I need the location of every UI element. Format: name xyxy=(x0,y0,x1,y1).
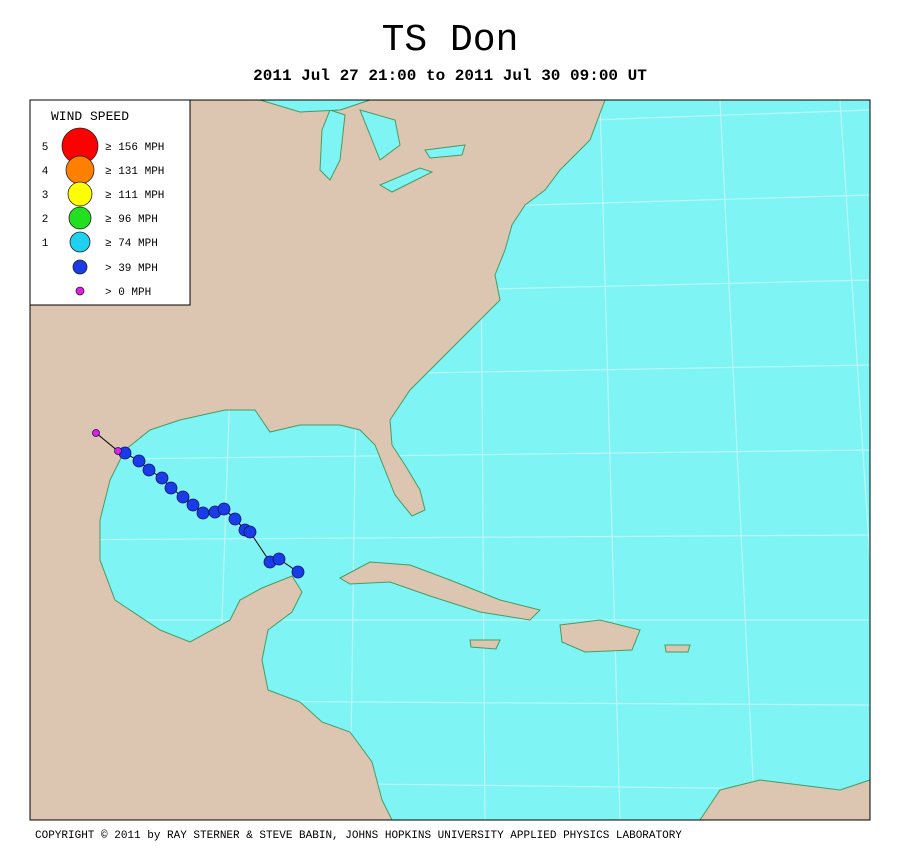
copyright: COPYRIGHT © 2011 by RAY STERNER & STEVE … xyxy=(35,830,682,842)
map xyxy=(29,99,871,821)
track-point xyxy=(243,525,257,539)
legend-symbol xyxy=(68,206,92,230)
cuba xyxy=(338,561,541,621)
legend-symbol xyxy=(75,286,85,296)
legend-label: > 39 MPH xyxy=(105,263,158,275)
track-point xyxy=(291,565,305,579)
track-point xyxy=(176,490,190,504)
legend-label: ≥ 156 MPH xyxy=(105,142,164,154)
legend-category: 5 xyxy=(42,142,49,154)
legend-label: ≥ 96 MPH xyxy=(105,214,158,226)
legend-box xyxy=(29,99,191,306)
legend-label: ≥ 111 MPH xyxy=(105,190,164,202)
track-point xyxy=(272,552,286,566)
legend-label: > 0 MPH xyxy=(105,287,151,299)
lake-ontario xyxy=(424,144,466,159)
jamaica xyxy=(469,639,501,650)
track-point xyxy=(155,471,169,485)
hispaniola xyxy=(559,619,641,653)
legend-label: ≥ 131 MPH xyxy=(105,166,164,178)
subtitle: 2011 Jul 27 21:00 to 2011 Jul 30 09:00 U… xyxy=(253,67,647,85)
track-point xyxy=(164,481,178,495)
storm-track xyxy=(92,429,305,579)
track-point xyxy=(142,463,156,477)
track-point xyxy=(132,454,146,468)
legend: WIND SPEED 5 ≥ 156 MPH 4 ≥ 131 MPH 3 ≥ 111 MP… xyxy=(29,99,191,306)
legend-category: 2 xyxy=(42,214,49,226)
puerto-rico xyxy=(664,644,691,653)
legend-symbol xyxy=(69,231,91,253)
legend-category: 1 xyxy=(42,238,49,250)
legend-symbol xyxy=(65,155,95,185)
lake-erie xyxy=(378,167,434,193)
legend-symbol xyxy=(67,181,93,207)
track-point xyxy=(196,506,210,520)
legend-symbol xyxy=(72,259,88,275)
track-point xyxy=(228,512,242,526)
legend-label: ≥ 74 MPH xyxy=(105,238,158,250)
lake-michigan xyxy=(319,109,346,181)
lake-huron xyxy=(359,109,401,161)
legend-title: WIND SPEED xyxy=(51,109,129,124)
title: TS Don xyxy=(382,19,519,62)
legend-category: 4 xyxy=(42,166,49,178)
track-point xyxy=(217,502,231,516)
track-point xyxy=(186,498,200,512)
map-border xyxy=(29,99,871,821)
track-point xyxy=(92,429,100,437)
legend-category: 3 xyxy=(42,190,49,202)
track-point xyxy=(114,447,122,455)
